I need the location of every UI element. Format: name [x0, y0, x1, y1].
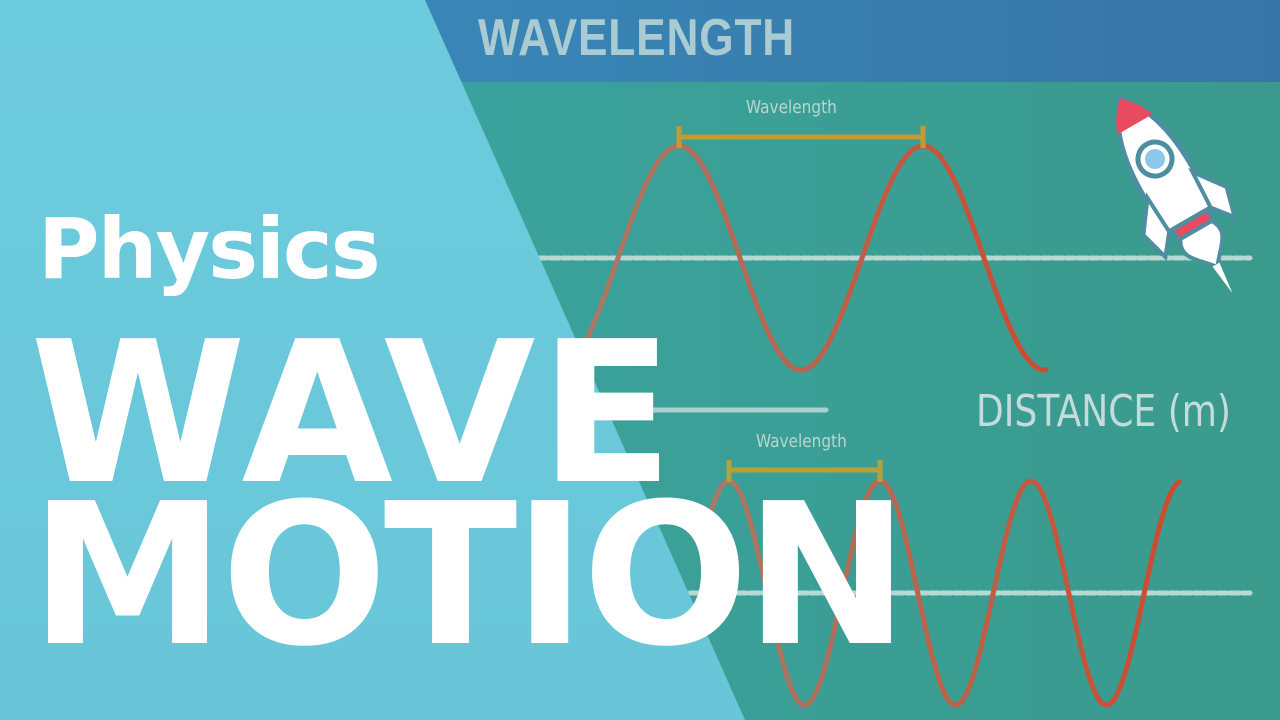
- wave-long: [575, 143, 1049, 373]
- distance-axis-label: DISTANCE (m): [976, 386, 1231, 437]
- wavelength-bar-top: [676, 126, 926, 148]
- wavelength-bar-bottom: [726, 460, 883, 482]
- header-title: WAVELENGTH: [478, 9, 796, 67]
- title-line-1: WAVE: [30, 300, 678, 528]
- title-line-2: MOTION: [30, 462, 909, 690]
- subject-label: Physics: [38, 200, 381, 298]
- rocket-icon: [1115, 95, 1238, 294]
- wavelength-label-top: Wavelength: [746, 97, 837, 118]
- wave-short: [702, 478, 1182, 708]
- wavelength-label-bottom: Wavelength: [756, 431, 847, 452]
